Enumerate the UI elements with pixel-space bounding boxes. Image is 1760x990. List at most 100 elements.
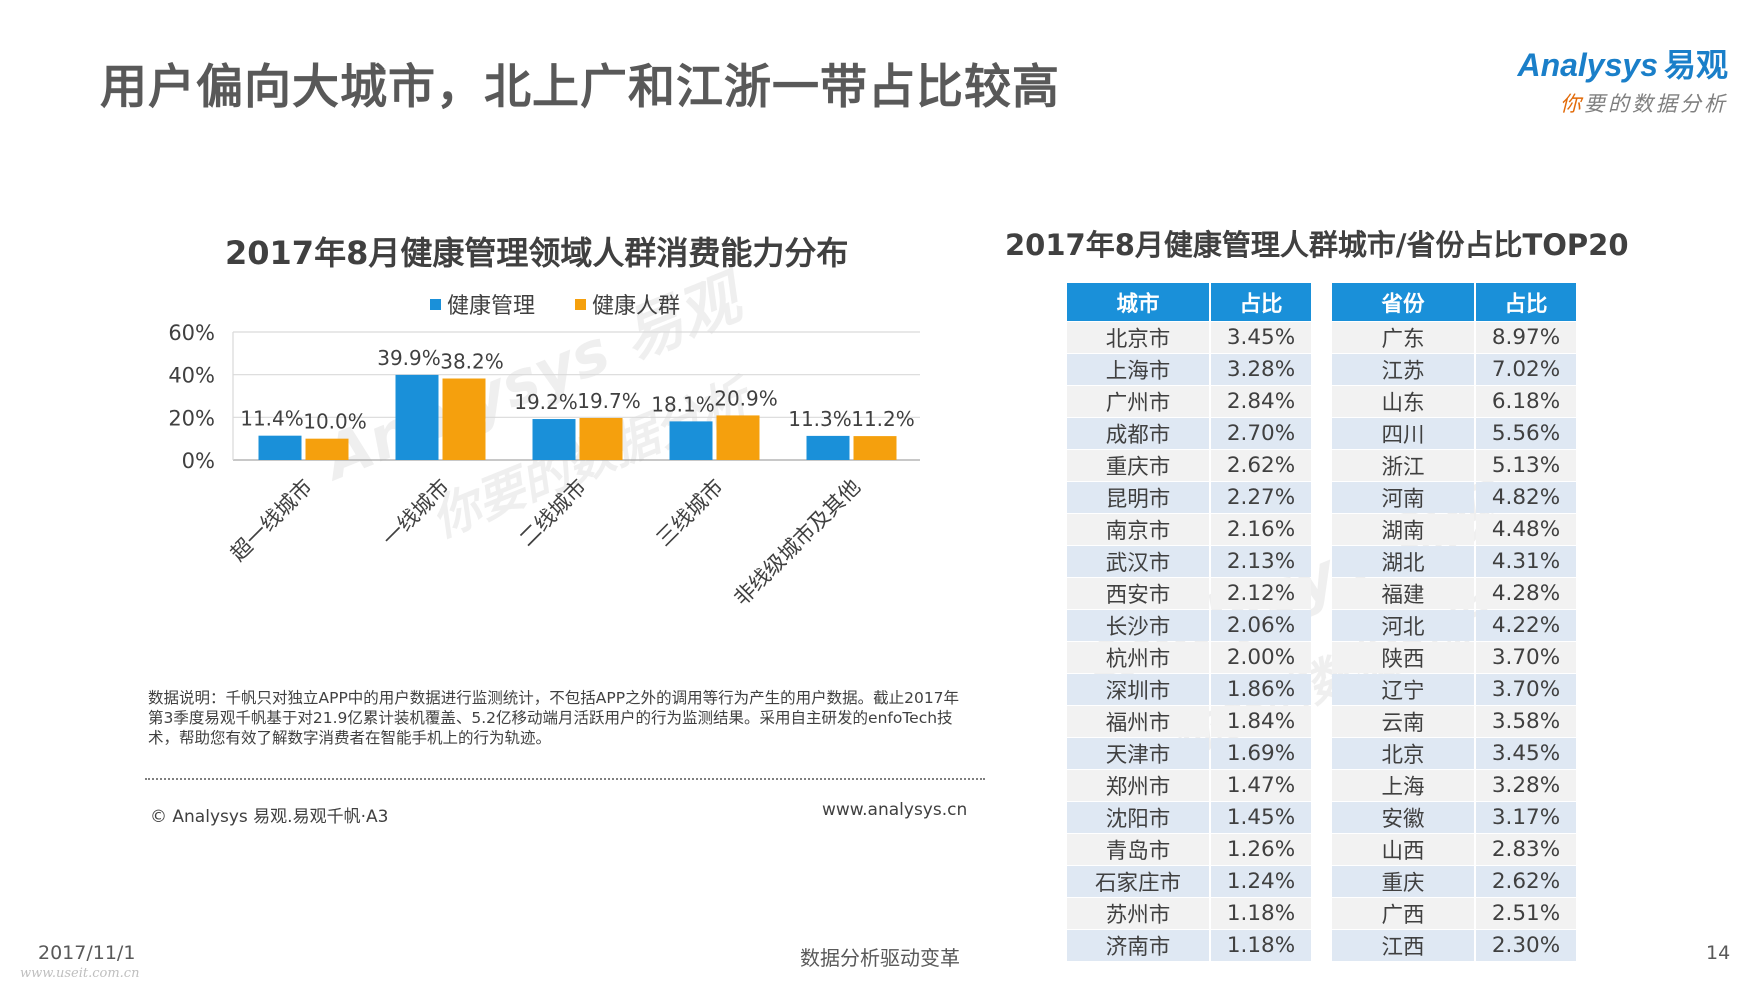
province-name-cell: 四川 <box>1332 418 1474 449</box>
table-row: 石家庄市 1.24% <box>1067 866 1311 897</box>
city-name-cell: 武汉市 <box>1067 546 1209 577</box>
province-share-cell: 6.18% <box>1476 386 1576 417</box>
province-name-cell: 浙江 <box>1332 450 1474 481</box>
table-row: 南京市 2.16% <box>1067 514 1311 545</box>
city-name-cell: 石家庄市 <box>1067 866 1209 897</box>
city-share-cell: 2.12% <box>1211 578 1311 609</box>
data-label: 11.4% <box>240 407 304 431</box>
data-label: 19.2% <box>514 390 578 414</box>
city-share-cell: 2.13% <box>1211 546 1311 577</box>
city-share-cell: 1.86% <box>1211 674 1311 705</box>
province-header-share: 占比 <box>1476 283 1576 321</box>
legend-label-healthy-population: 健康人群 <box>592 294 681 319</box>
category-label: 一线城市 <box>378 475 454 551</box>
city-share-cell: 3.28% <box>1211 354 1311 385</box>
province-share-cell: 2.51% <box>1476 898 1576 929</box>
legend-item-healthy-population: 健康人群 <box>575 288 680 320</box>
province-share-cell: 4.82% <box>1476 482 1576 513</box>
city-share-cell: 1.45% <box>1211 802 1311 833</box>
city-name-cell: 福州市 <box>1067 706 1209 737</box>
table-row: 成都市 2.70% <box>1067 418 1311 449</box>
table-row: 四川 5.56% <box>1332 418 1576 449</box>
table-row: 陕西 3.70% <box>1332 642 1576 673</box>
city-name-cell: 天津市 <box>1067 738 1209 769</box>
page-title: 用户偏向大城市，北上广和江浙一带占比较高 <box>100 60 1060 115</box>
table-row: 天津市 1.69% <box>1067 738 1311 769</box>
footer-url: www.useit.com.cn <box>20 966 140 981</box>
city-name-cell: 长沙市 <box>1067 610 1209 641</box>
city-name-cell: 南京市 <box>1067 514 1209 545</box>
city-share-cell: 1.18% <box>1211 930 1311 961</box>
copyright-text: © Analysys 易观.易观千帆·A3 <box>150 807 389 827</box>
table-row: 苏州市 1.18% <box>1067 898 1311 929</box>
bar-healthy-population <box>305 438 349 460</box>
table-row: 辽宁 3.70% <box>1332 674 1576 705</box>
table-row: 济南市 1.18% <box>1067 930 1311 961</box>
city-share-cell: 2.62% <box>1211 450 1311 481</box>
city-name-cell: 沈阳市 <box>1067 802 1209 833</box>
data-label: 11.2% <box>851 407 915 431</box>
city-share-cell: 1.84% <box>1211 706 1311 737</box>
table-row: 湖北 4.31% <box>1332 546 1576 577</box>
province-share-cell: 8.97% <box>1476 322 1576 353</box>
city-name-cell: 上海市 <box>1067 354 1209 385</box>
province-name-cell: 辽宁 <box>1332 674 1474 705</box>
province-name-cell: 广西 <box>1332 898 1474 929</box>
province-share-cell: 4.28% <box>1476 578 1576 609</box>
city-name-cell: 深圳市 <box>1067 674 1209 705</box>
table-row: 河北 4.22% <box>1332 610 1576 641</box>
province-share-cell: 2.83% <box>1476 834 1576 865</box>
logo-brand: Analysys 易观 <box>1517 40 1728 86</box>
footer-date: 2017/11/1 <box>38 942 136 964</box>
logo-slogan-first: 你 <box>1560 92 1584 116</box>
table-row: 北京 3.45% <box>1332 738 1576 769</box>
table-row: 上海 3.28% <box>1332 770 1576 801</box>
table-row: 安徽 3.17% <box>1332 802 1576 833</box>
province-share-cell: 4.31% <box>1476 546 1576 577</box>
city-share-cell: 2.06% <box>1211 610 1311 641</box>
city-share-cell: 1.69% <box>1211 738 1311 769</box>
table-row: 青岛市 1.26% <box>1067 834 1311 865</box>
table-row: 江西 2.30% <box>1332 930 1576 961</box>
province-share-cell: 4.22% <box>1476 610 1576 641</box>
table-row: 云南 3.58% <box>1332 706 1576 737</box>
city-share-cell: 1.26% <box>1211 834 1311 865</box>
province-name-cell: 陕西 <box>1332 642 1474 673</box>
province-name-cell: 湖北 <box>1332 546 1474 577</box>
table-row: 杭州市 2.00% <box>1067 642 1311 673</box>
table-row: 昆明市 2.27% <box>1067 482 1311 513</box>
y-tick-label: 40% <box>168 364 215 388</box>
bar-health-management <box>669 421 713 460</box>
data-label: 39.9% <box>377 346 441 370</box>
province-header-province: 省份 <box>1332 283 1474 321</box>
data-label: 38.2% <box>440 350 504 374</box>
legend-swatch-healthy-population <box>575 298 587 310</box>
table-row: 山东 6.18% <box>1332 386 1576 417</box>
logo-brand-cn: 易观 <box>1663 47 1728 83</box>
data-label: 10.0% <box>303 410 367 434</box>
province-name-cell: 山东 <box>1332 386 1474 417</box>
city-header-city: 城市 <box>1067 283 1209 321</box>
city-share-cell: 1.18% <box>1211 898 1311 929</box>
legend-item-health-management: 健康管理 <box>430 288 535 320</box>
city-name-cell: 重庆市 <box>1067 450 1209 481</box>
bar-healthy-population <box>442 378 486 460</box>
city-name-cell: 北京市 <box>1067 322 1209 353</box>
province-share-cell: 7.02% <box>1476 354 1576 385</box>
category-label: 超一线城市 <box>226 475 317 566</box>
province-ranking-table: 省份 占比 广东 8.97% 江苏 7.02% 山东 6.18% 四川 5.56% 浙江 5.13… <box>1330 282 1578 962</box>
province-name-cell: 湖南 <box>1332 514 1474 545</box>
table-row: 河南 4.82% <box>1332 482 1576 513</box>
province-name-cell: 江西 <box>1332 930 1474 961</box>
table-row: 福建 4.28% <box>1332 578 1576 609</box>
table-row: 上海市 3.28% <box>1067 354 1311 385</box>
province-share-cell: 3.58% <box>1476 706 1576 737</box>
city-ranking-table: 城市 占比 北京市 3.45% 上海市 3.28% 广州市 2.84% 成都市 2.70% 重庆… <box>1065 282 1313 962</box>
dotted-divider <box>145 778 985 780</box>
table-row: 重庆市 2.62% <box>1067 450 1311 481</box>
chart-title: 2017年8月健康管理领域人群消费能力分布 <box>225 234 849 272</box>
table-row: 广州市 2.84% <box>1067 386 1311 417</box>
category-label: 三线城市 <box>652 475 728 551</box>
city-name-cell: 昆明市 <box>1067 482 1209 513</box>
province-share-cell: 5.56% <box>1476 418 1576 449</box>
